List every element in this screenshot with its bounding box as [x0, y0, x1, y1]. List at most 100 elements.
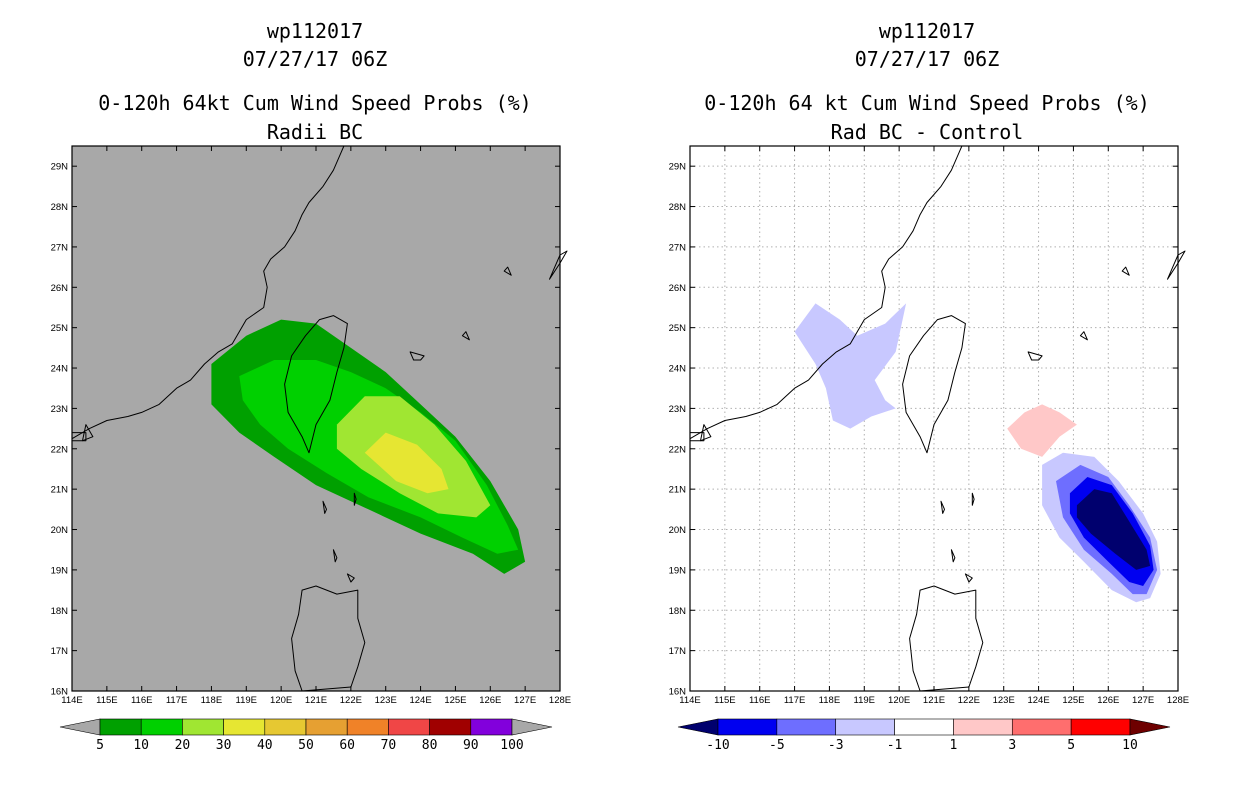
x-tick-label: 125E: [1062, 695, 1084, 706]
coastline-mainland: [71, 145, 345, 440]
y-tick-label: 26N: [669, 283, 687, 294]
coastline-islandD: [322, 500, 327, 514]
right-subtitle: Rad BC - Control: [831, 120, 1024, 144]
coastline-taiwan: [902, 315, 966, 454]
x-tick-label: 126E: [1097, 695, 1119, 706]
x-tick-label: 120E: [888, 695, 910, 706]
x-tick-label: 117E: [784, 695, 805, 706]
y-tick-label: 19N: [51, 565, 69, 576]
y-tick-label: 27N: [669, 242, 687, 253]
y-tick-label: 26N: [51, 283, 69, 294]
x-tick-label: 115E: [96, 695, 117, 706]
colorbar-label: 5: [1067, 738, 1075, 753]
left-axis-ticks: 114E 115E 116E 117E 118E 119E 120E 121E 122E 123E…: [51, 146, 571, 706]
colorbar-label: 10: [133, 738, 149, 753]
coastline-taiwan: [284, 315, 348, 454]
coastline-islandE: [964, 573, 973, 583]
x-tick-label: 127E: [1132, 695, 1154, 706]
y-tick-label: 23N: [51, 404, 69, 415]
colorbar-label: -3: [828, 738, 844, 753]
contour-30-40: [364, 432, 449, 494]
coastline-islandC: [950, 549, 956, 563]
right-panel: wp112017 07/27/17 06Z 0-120h 64 kt Cum W…: [669, 19, 1190, 753]
colorbar-label: 20: [175, 738, 191, 753]
x-tick-label: 123E: [993, 695, 1015, 706]
coastline-islandB: [1027, 351, 1043, 361]
colorbar-label: 100: [500, 738, 523, 753]
left-coastline: [71, 145, 568, 692]
colorbar-label: 1: [950, 738, 958, 753]
contour--3-to-1: [794, 303, 907, 429]
y-tick-label: 18N: [51, 606, 69, 617]
colorbar-swatch: [717, 718, 778, 736]
colorbar-label: 3: [1008, 738, 1016, 753]
coastline-islandG: [1121, 266, 1130, 276]
y-tick-label: 28N: [669, 202, 687, 213]
colorbar-swatch: [182, 718, 224, 736]
colorbar-under-triangle: [677, 718, 719, 736]
x-tick-label: 116E: [749, 695, 770, 706]
y-tick-label: 20N: [51, 525, 69, 536]
y-tick-label: 25N: [669, 323, 687, 334]
colorbar-label: 80: [422, 738, 438, 753]
y-tick-label: 17N: [51, 646, 69, 657]
colorbar-label: 60: [339, 738, 355, 753]
colorbar-swatch: [388, 718, 430, 736]
colorbar-swatch: [776, 718, 837, 736]
coastline-islandA: [461, 331, 470, 341]
y-tick-label: 20N: [669, 525, 687, 536]
y-tick-label: 21N: [51, 485, 69, 496]
colorbar-swatch: [953, 718, 1013, 736]
coastline-islandF: [353, 492, 357, 506]
colorbar-label: 10: [1122, 738, 1138, 753]
left-subtitle: Radii BC: [267, 120, 363, 144]
x-tick-label: 127E: [514, 695, 536, 706]
colorbar-label: 90: [463, 738, 479, 753]
colorbar-swatch: [99, 718, 142, 736]
right-title: 0-120h 64 kt Cum Wind Speed Probs (%): [704, 91, 1150, 115]
colorbar-swatch: [264, 718, 307, 736]
x-tick-label: 114E: [61, 695, 82, 706]
x-tick-label: 119E: [854, 695, 875, 706]
colorbar-swatch: [429, 718, 472, 736]
x-tick-label: 126E: [479, 695, 501, 706]
colorbar-over-triangle: [1129, 718, 1171, 736]
x-tick-label: 114E: [679, 695, 700, 706]
coastline-leftBottom: [82, 424, 94, 442]
y-tick-label: 17N: [669, 646, 687, 657]
x-tick-label: 115E: [714, 695, 735, 706]
colorbar-swatch: [223, 718, 266, 736]
x-tick-label: 116E: [131, 695, 152, 706]
contour--10: [1076, 489, 1151, 570]
right-axis-ticks: 114E 115E 116E 117E 118E 119E 120E 121E 122E 123E…: [669, 146, 1189, 706]
colorbar-swatch: [346, 718, 389, 736]
colorbar-under-triangle: [59, 718, 101, 736]
coastline-islandA: [1079, 331, 1088, 341]
y-tick-label: 22N: [51, 444, 69, 455]
left-colorbar: 5 10 20 30 40 50 60 70 80 90 100: [59, 718, 553, 753]
coastline-ryukyu1: [549, 250, 568, 280]
right-coastline: [689, 145, 1186, 692]
x-tick-label: 121E: [923, 695, 945, 706]
x-tick-label: 125E: [444, 695, 466, 706]
x-tick-label: 128E: [549, 695, 571, 706]
y-tick-label: 25N: [51, 323, 69, 334]
x-tick-label: 122E: [958, 695, 980, 706]
colorbar-swatch: [894, 718, 954, 736]
colorbar-label: 30: [216, 738, 232, 753]
left-datetime: 07/27/17 06Z: [243, 47, 388, 71]
colorbar-swatch: [835, 718, 895, 736]
y-tick-label: 24N: [51, 364, 69, 375]
right-contours: [794, 303, 1161, 603]
x-tick-label: 124E: [409, 695, 431, 706]
x-tick-label: 122E: [340, 695, 362, 706]
coastline-leftBottom: [700, 424, 712, 442]
coastline-luzon: [291, 585, 366, 692]
colorbar-swatch: [140, 718, 183, 736]
right-colorbar: -10 -5 -3 -1 1 3 5 10: [677, 718, 1171, 753]
coastline-islandD: [940, 500, 945, 514]
colorbar-swatch: [470, 718, 513, 736]
y-tick-label: 19N: [669, 565, 687, 576]
coastline-islandC: [332, 549, 338, 563]
colorbar-label: 50: [298, 738, 314, 753]
